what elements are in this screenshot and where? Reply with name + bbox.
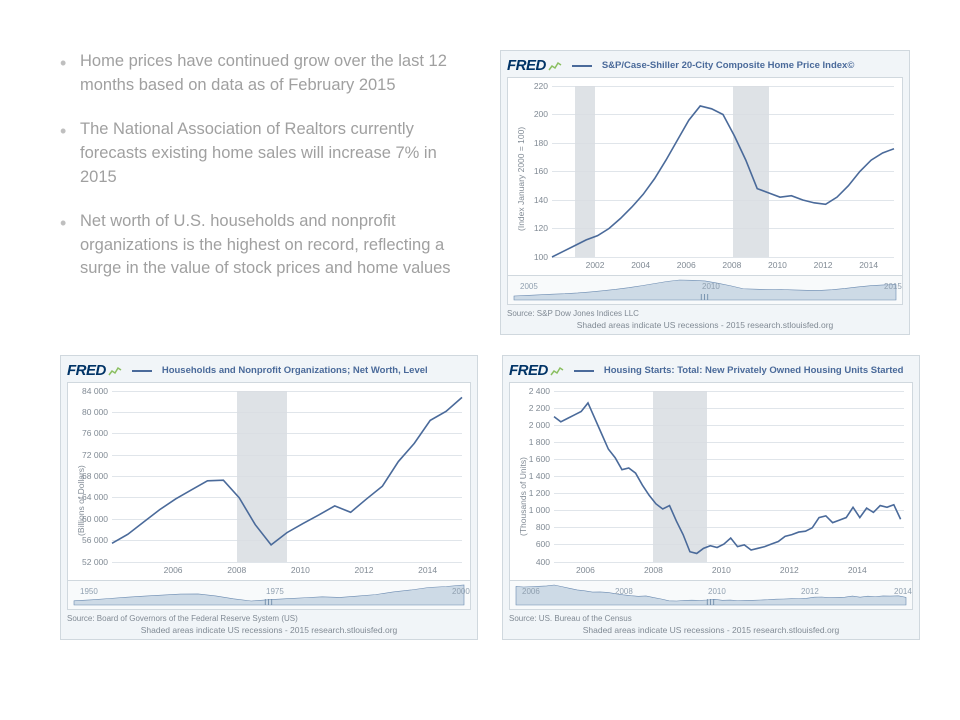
chart-net-worth: FRED Households and Nonprofit Organizati… xyxy=(60,355,478,640)
chart-housing-starts: FRED Housing Starts: Total: New Privatel… xyxy=(502,355,920,640)
legend-swatch xyxy=(574,370,594,372)
line-series xyxy=(508,78,902,275)
mini-timeline: 200520102015III xyxy=(507,276,903,305)
legend-swatch xyxy=(572,65,592,67)
chart-icon xyxy=(108,363,122,380)
bullet-item: Net worth of U.S. households and nonprof… xyxy=(60,210,460,282)
plot-area: 52 00056 00060 00064 00068 00072 00076 0… xyxy=(67,382,471,581)
chart-icon xyxy=(548,58,562,75)
line-series xyxy=(510,383,912,580)
source-text: Source: S&P Dow Jones Indices LLC xyxy=(507,309,903,318)
chart-case-shiller: FRED S&P/Case-Shiller 20-City Composite … xyxy=(500,50,910,335)
plot-area: 4006008001 0001 2001 4001 6001 8002 0002… xyxy=(509,382,913,581)
chart-icon xyxy=(550,363,564,380)
line-series xyxy=(68,383,470,580)
mini-timeline: 195019752000III xyxy=(67,581,471,610)
footer-text: Shaded areas indicate US recessions - 20… xyxy=(507,320,903,330)
chart-title: S&P/Case-Shiller 20-City Composite Home … xyxy=(602,60,855,71)
bullet-item: Home prices have continued grow over the… xyxy=(60,50,460,98)
legend-swatch xyxy=(132,370,152,372)
bullet-item: The National Association of Realtors cur… xyxy=(60,118,460,190)
source-text: Source: Board of Governors of the Federa… xyxy=(67,614,471,623)
fred-logo: FRED xyxy=(509,362,564,380)
source-text: Source: US. Bureau of the Census xyxy=(509,614,913,623)
plot-area: 1001201401601802002202002200420062008201… xyxy=(507,77,903,276)
chart-title: Housing Starts: Total: New Privately Own… xyxy=(604,365,904,376)
fred-logo: FRED xyxy=(507,57,562,75)
mini-timeline: 20062008201020122014III xyxy=(509,581,913,610)
footer-text: Shaded areas indicate US recessions - 20… xyxy=(67,625,471,635)
chart-title: Households and Nonprofit Organizations; … xyxy=(162,365,428,376)
fred-logo: FRED xyxy=(67,362,122,380)
bullet-list: Home prices have continued grow over the… xyxy=(60,50,470,335)
footer-text: Shaded areas indicate US recessions - 20… xyxy=(509,625,913,635)
